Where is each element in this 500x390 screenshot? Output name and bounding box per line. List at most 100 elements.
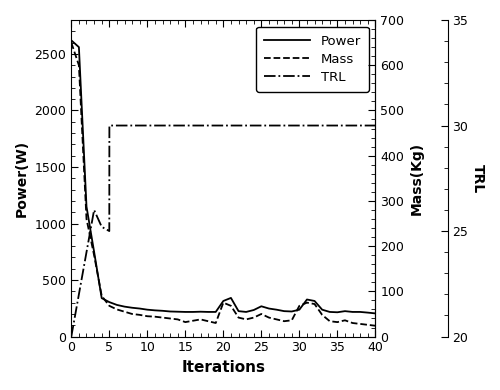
TRL <box>334 123 340 128</box>
Mass <box>114 307 120 312</box>
Power <box>243 310 249 314</box>
Mass <box>274 317 280 322</box>
Mass <box>106 303 112 308</box>
Power <box>167 309 173 314</box>
Mass <box>136 312 142 317</box>
TRL <box>160 123 166 128</box>
Power <box>76 45 82 50</box>
Mass <box>228 303 234 308</box>
TRL <box>212 123 218 128</box>
Mass <box>76 63 82 67</box>
TRL <box>174 123 180 128</box>
Mass <box>281 319 287 324</box>
TRL <box>91 207 97 212</box>
TRL <box>296 123 302 128</box>
Power <box>198 309 203 314</box>
Power <box>129 305 135 310</box>
Power <box>350 310 356 314</box>
TRL <box>365 123 371 128</box>
Mass <box>91 253 97 257</box>
Mass <box>236 315 242 320</box>
TRL <box>266 123 272 128</box>
Mass <box>205 319 211 324</box>
Mass <box>319 312 325 317</box>
Mass <box>304 300 310 305</box>
Power <box>334 310 340 315</box>
Mass <box>334 320 340 324</box>
Mass <box>312 302 318 307</box>
Power <box>174 309 180 314</box>
Power <box>144 307 150 312</box>
TRL <box>281 123 287 128</box>
Power <box>114 303 120 307</box>
Mass <box>98 294 104 298</box>
Power <box>289 309 295 314</box>
TRL <box>205 123 211 128</box>
TRL <box>236 123 242 128</box>
Power <box>250 308 256 312</box>
Mass <box>350 321 356 325</box>
TRL <box>129 123 135 128</box>
TRL <box>327 123 333 128</box>
Legend: Power, Mass, TRL: Power, Mass, TRL <box>256 27 369 92</box>
Mass <box>266 315 272 320</box>
TRL <box>342 123 348 128</box>
Mass <box>258 312 264 316</box>
Mass <box>167 316 173 321</box>
Power <box>274 307 280 312</box>
Line: Power: Power <box>72 40 376 314</box>
Power <box>212 310 218 314</box>
TRL <box>84 250 89 255</box>
Mass <box>122 309 128 314</box>
TRL <box>68 334 74 339</box>
Line: Mass: Mass <box>72 43 376 326</box>
Mass <box>357 322 363 326</box>
Mass <box>250 315 256 320</box>
TRL <box>319 123 325 128</box>
X-axis label: Iterations: Iterations <box>182 360 266 375</box>
Power <box>122 304 128 309</box>
TRL <box>98 225 104 229</box>
Mass <box>212 321 218 325</box>
TRL <box>357 123 363 128</box>
Power <box>68 38 74 43</box>
Mass <box>129 312 135 316</box>
Y-axis label: Power(W): Power(W) <box>15 140 29 217</box>
Power <box>160 308 166 313</box>
Power <box>266 306 272 311</box>
TRL <box>136 123 142 128</box>
Power <box>136 306 142 311</box>
Mass <box>342 318 348 323</box>
Mass <box>296 303 302 308</box>
Mass <box>160 315 166 320</box>
Line: TRL: TRL <box>72 126 376 337</box>
Power <box>106 300 112 305</box>
TRL <box>289 123 295 128</box>
Mass <box>84 217 89 222</box>
Mass <box>198 317 203 322</box>
TRL <box>243 123 249 128</box>
Power <box>228 296 234 300</box>
TRL <box>250 123 256 128</box>
Mass <box>190 318 196 323</box>
Power <box>236 309 242 314</box>
TRL <box>122 123 128 128</box>
TRL <box>198 123 203 128</box>
Mass <box>372 323 378 328</box>
Power <box>327 310 333 314</box>
Y-axis label: Mass(Kg): Mass(Kg) <box>410 142 424 215</box>
Power <box>372 311 378 316</box>
Power <box>281 309 287 314</box>
TRL <box>114 123 120 128</box>
TRL <box>312 123 318 128</box>
Power <box>357 310 363 314</box>
Mass <box>182 320 188 324</box>
Y-axis label: TRL: TRL <box>471 164 485 193</box>
Power <box>182 310 188 314</box>
Mass <box>144 314 150 319</box>
TRL <box>167 123 173 128</box>
Power <box>91 250 97 254</box>
Mass <box>243 317 249 322</box>
TRL <box>152 123 158 128</box>
Power <box>152 308 158 313</box>
